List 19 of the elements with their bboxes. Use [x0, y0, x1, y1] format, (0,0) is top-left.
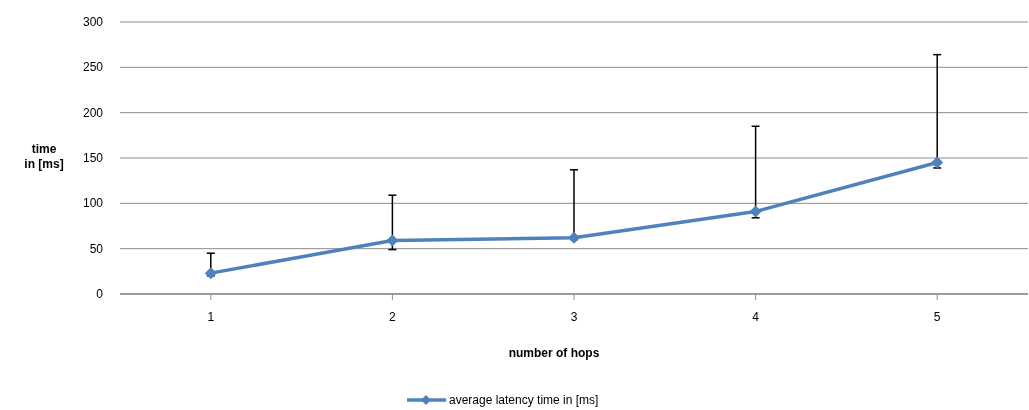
y-tick-label: 50 — [89, 241, 104, 256]
y-tick-label: 150 — [82, 151, 104, 165]
point — [749, 205, 762, 218]
x-tick-label: 4 — [752, 310, 760, 324]
y-tick-label: 300 — [82, 15, 104, 29]
y-axis-title: time in [ms] — [24, 142, 64, 171]
x-tick-label: 1 — [207, 310, 215, 324]
y-tick-label: 100 — [82, 196, 104, 211]
legend-label: average latency time in [ms] — [449, 393, 599, 407]
x-tick-label: 5 — [933, 310, 941, 324]
x-tick-label: 3 — [570, 310, 578, 324]
x-tick-label: 2 — [389, 310, 397, 324]
y-tick-label: 0 — [96, 287, 104, 301]
point — [568, 231, 580, 244]
y-tick-label: 250 — [82, 60, 104, 75]
x-axis-title: number of hops — [508, 346, 600, 360]
y-tick-label: 200 — [82, 105, 104, 120]
point — [931, 156, 944, 169]
point — [204, 267, 217, 280]
